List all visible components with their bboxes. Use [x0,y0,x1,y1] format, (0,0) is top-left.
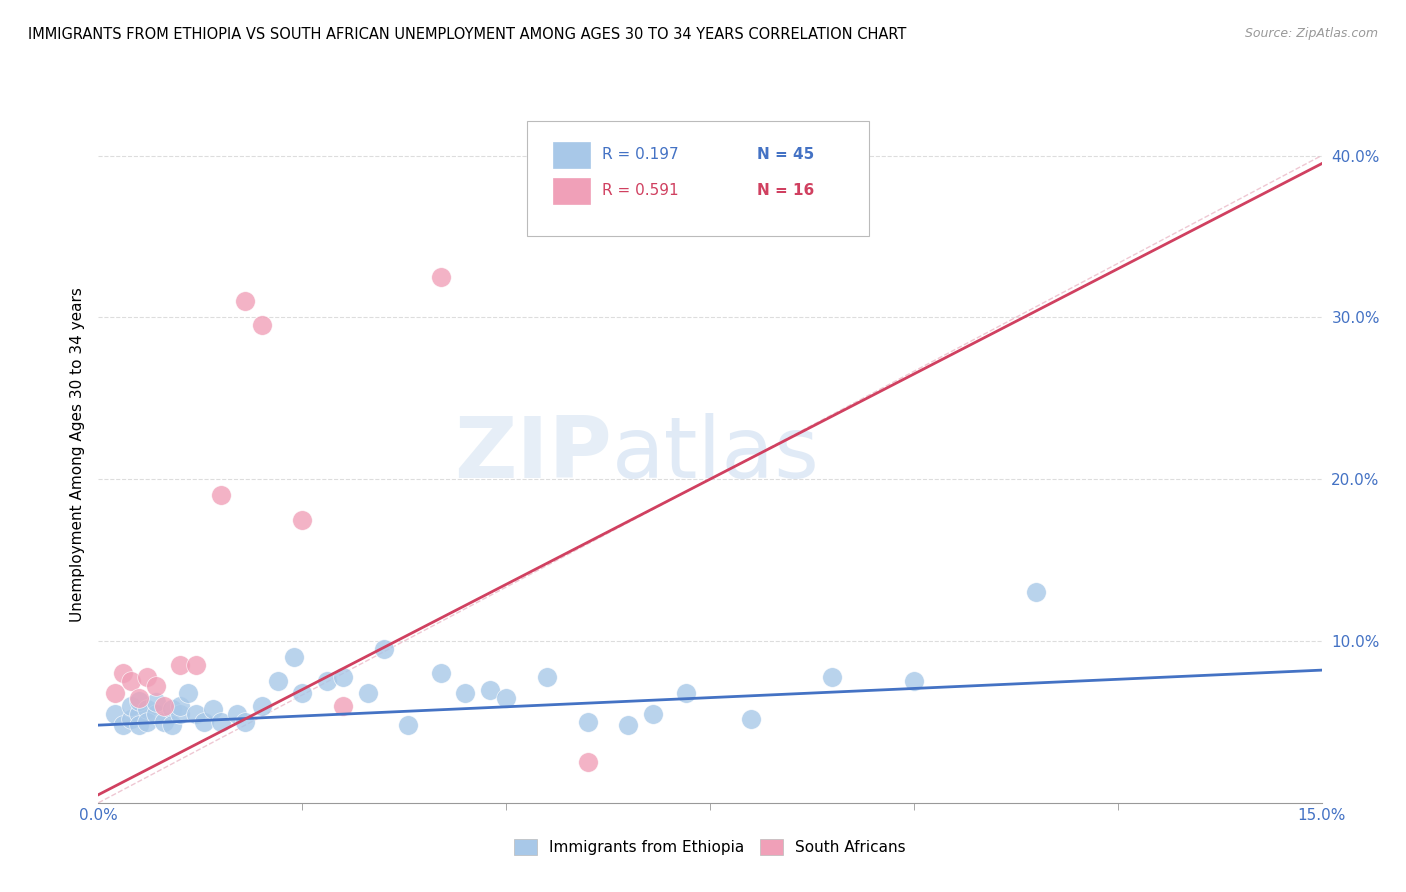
Point [454,686,477,700]
Text: Source: ZipAtlas.com: Source: ZipAtlas.com [1244,27,1378,40]
Point [430,666,453,681]
Point [152,698,174,713]
Point [120,674,142,689]
Point [315,674,337,689]
Point [136,702,159,716]
Point [291,686,314,700]
Point [373,642,395,657]
Point [226,706,249,721]
Point [396,718,419,732]
Point [1025,585,1047,599]
Point [186,706,208,721]
Point [186,658,208,673]
Point [250,698,273,713]
Text: R = 0.197: R = 0.197 [602,147,679,161]
Point [209,714,232,729]
Point [495,690,517,705]
Point [128,718,150,732]
Point [169,658,191,673]
Text: atlas: atlas [612,413,820,497]
Point [193,714,215,729]
FancyBboxPatch shape [554,142,591,169]
Point [332,670,354,684]
Text: N = 16: N = 16 [756,183,814,198]
Legend: Immigrants from Ethiopia, South Africans: Immigrants from Ethiopia, South Africans [508,833,912,862]
Point [111,718,134,732]
Point [283,650,305,665]
Point [128,694,150,708]
Point [120,698,142,713]
Text: R = 0.591: R = 0.591 [602,183,679,198]
Point [128,706,150,721]
Point [128,690,150,705]
FancyBboxPatch shape [526,121,869,235]
Point [233,714,256,729]
Point [478,682,501,697]
Point [332,698,354,713]
Y-axis label: Unemployment Among Ages 30 to 34 years: Unemployment Among Ages 30 to 34 years [69,287,84,623]
Point [250,318,273,333]
Point [169,706,191,721]
Point [209,488,232,502]
Point [740,712,762,726]
Point [152,714,174,729]
Point [145,706,167,721]
Point [233,294,256,309]
Point [641,706,664,721]
Point [136,714,159,729]
Point [576,756,599,770]
Point [177,686,200,700]
Point [267,674,290,689]
Point [160,718,183,732]
Point [536,670,558,684]
Point [903,674,925,689]
Point [576,714,599,729]
Point [356,686,378,700]
Point [145,679,167,693]
Point [104,686,127,700]
Point [120,712,142,726]
Point [617,718,640,732]
Text: IMMIGRANTS FROM ETHIOPIA VS SOUTH AFRICAN UNEMPLOYMENT AMONG AGES 30 TO 34 YEARS: IMMIGRANTS FROM ETHIOPIA VS SOUTH AFRICA… [28,27,907,42]
Point [111,666,134,681]
Point [675,686,697,700]
Point [169,698,191,713]
Point [430,269,453,284]
Point [821,670,844,684]
Point [291,513,314,527]
Point [136,670,159,684]
Point [145,696,167,710]
Text: N = 45: N = 45 [756,147,814,161]
Point [201,702,224,716]
FancyBboxPatch shape [554,178,591,204]
Point [160,702,183,716]
Point [104,706,127,721]
Text: ZIP: ZIP [454,413,612,497]
